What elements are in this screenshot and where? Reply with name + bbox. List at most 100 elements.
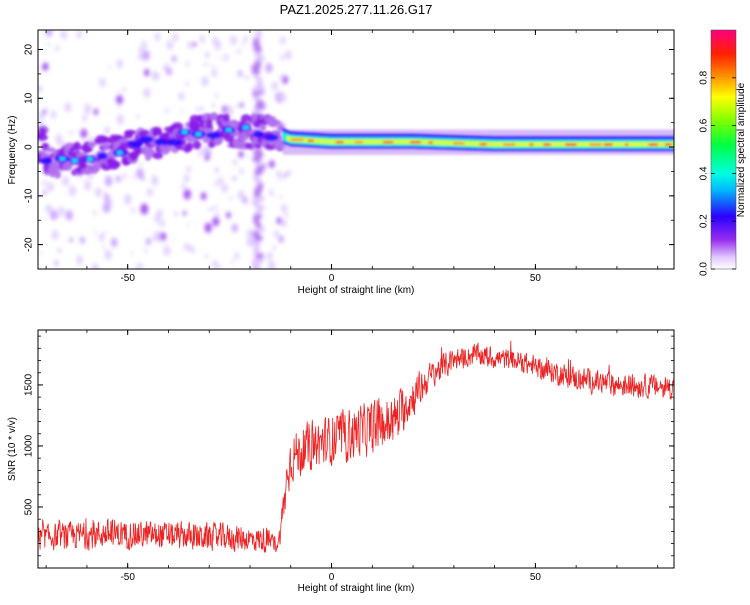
artifact-blob xyxy=(255,195,265,202)
noise-blob xyxy=(116,94,123,105)
noise-blob xyxy=(163,240,167,245)
y-tick-label: 1000 xyxy=(24,434,35,457)
noise-blob xyxy=(83,103,92,115)
ridge-peak-blob xyxy=(59,156,66,161)
artifact-blob xyxy=(253,244,261,251)
noise-blob xyxy=(140,263,144,268)
colorbar-tick-label: 0.4 xyxy=(699,166,710,180)
ridge-halo-blob xyxy=(210,111,218,121)
noise-blob xyxy=(45,204,52,214)
y-tick-label: 0 xyxy=(24,144,35,150)
noise-blob xyxy=(94,187,103,198)
noise-blob xyxy=(102,202,111,213)
noise-blob xyxy=(93,230,97,234)
noise-blob xyxy=(202,145,211,156)
artifact-blob xyxy=(252,90,261,97)
noise-blob xyxy=(159,219,166,228)
artifact-blob xyxy=(256,99,263,106)
noise-blob xyxy=(44,106,48,111)
noise-blob xyxy=(103,231,106,235)
noise-blob xyxy=(131,175,135,179)
noise-blob xyxy=(200,106,204,111)
noise-blob xyxy=(172,238,175,242)
artifact-blob xyxy=(253,213,263,220)
noise-blob xyxy=(152,232,160,242)
noise-blob xyxy=(245,155,248,159)
noise-blob xyxy=(271,81,279,91)
spectrogram-frame xyxy=(37,29,675,270)
noise-blob xyxy=(237,70,243,78)
noise-blob xyxy=(279,195,283,199)
noise-blob xyxy=(60,30,68,40)
noise-blob xyxy=(211,64,215,69)
noise-blob xyxy=(185,81,189,86)
noise-blob xyxy=(212,205,217,212)
noise-blob xyxy=(180,109,183,113)
noise-blob xyxy=(110,237,118,248)
snr-y-axis-label: SNR (10 * v/v) xyxy=(7,417,18,481)
noise-blob xyxy=(166,40,174,50)
ridge-halo-blob xyxy=(192,140,202,150)
noise-blob xyxy=(38,86,42,92)
noise-blob xyxy=(284,212,289,218)
artifact-blob xyxy=(252,248,260,255)
noise-blob xyxy=(249,239,255,247)
artifact-blob xyxy=(253,151,264,158)
noise-blob xyxy=(165,107,170,114)
noise-blob xyxy=(160,232,167,241)
noise-blob xyxy=(151,70,159,81)
noise-blob xyxy=(45,30,53,37)
ridge-max-segment xyxy=(335,140,344,144)
noise-blob xyxy=(54,260,59,266)
artifact-blob xyxy=(255,30,263,35)
artifact-blob xyxy=(256,257,264,264)
ridge-peak-blob xyxy=(242,125,249,130)
noise-blob xyxy=(239,102,244,108)
ridge-peak-blob xyxy=(86,157,94,161)
noise-blob xyxy=(236,48,241,55)
ridge-halo-blob xyxy=(264,143,277,151)
colorbar-tick-label: 0.0 xyxy=(699,262,710,276)
noise-blob xyxy=(211,68,218,78)
spectrogram-x-axis-label: Height of straight line (km) xyxy=(298,285,415,296)
ridge-halo-blob xyxy=(222,113,230,122)
noise-blob xyxy=(57,206,65,217)
noise-blob xyxy=(183,174,190,183)
ridge-max-segment xyxy=(664,143,673,146)
noise-blob xyxy=(239,168,244,175)
coherent-ridge-peak xyxy=(286,135,674,147)
y-tick-label: -20 xyxy=(24,237,35,252)
noise-blob xyxy=(146,188,153,197)
ridge-core-blob xyxy=(39,157,53,165)
noise-blob xyxy=(243,35,249,43)
noise-blob xyxy=(116,90,120,94)
ridge-core-blob xyxy=(127,140,144,148)
noise-blob xyxy=(201,76,209,87)
artifact-blob xyxy=(252,42,261,49)
noise-blob xyxy=(217,176,224,186)
noise-blob xyxy=(279,36,286,45)
ridge-max-segment xyxy=(589,143,602,146)
noise-blob xyxy=(284,50,292,60)
noise-blob xyxy=(225,105,234,117)
ridge-halo-blob xyxy=(171,122,184,131)
noise-blob xyxy=(246,228,254,239)
ridge-halo-blob xyxy=(54,170,61,179)
noise-blob xyxy=(154,32,161,42)
noise-blob xyxy=(69,130,73,136)
noise-blob xyxy=(187,41,193,49)
noise-blob xyxy=(42,62,49,71)
spectrogram-ticks: -50 0 50 -20 -10 0 10 20 xyxy=(24,30,674,284)
noise-blob xyxy=(280,54,285,61)
noise-blob xyxy=(204,153,210,161)
y-tick-label: 20 xyxy=(24,44,35,56)
spectrogram-y-axis-label: Frequency (Hz) xyxy=(7,116,18,185)
noise-blob xyxy=(265,62,273,74)
noise-blob xyxy=(208,207,212,212)
artifact-blob xyxy=(251,230,260,237)
ridge-halo-blob xyxy=(205,122,213,129)
y-tick-label: 1500 xyxy=(24,373,35,396)
ridge-max-segment xyxy=(428,141,434,144)
ridge-peak-blob xyxy=(225,128,232,132)
ridge-halo-blob xyxy=(152,152,164,160)
